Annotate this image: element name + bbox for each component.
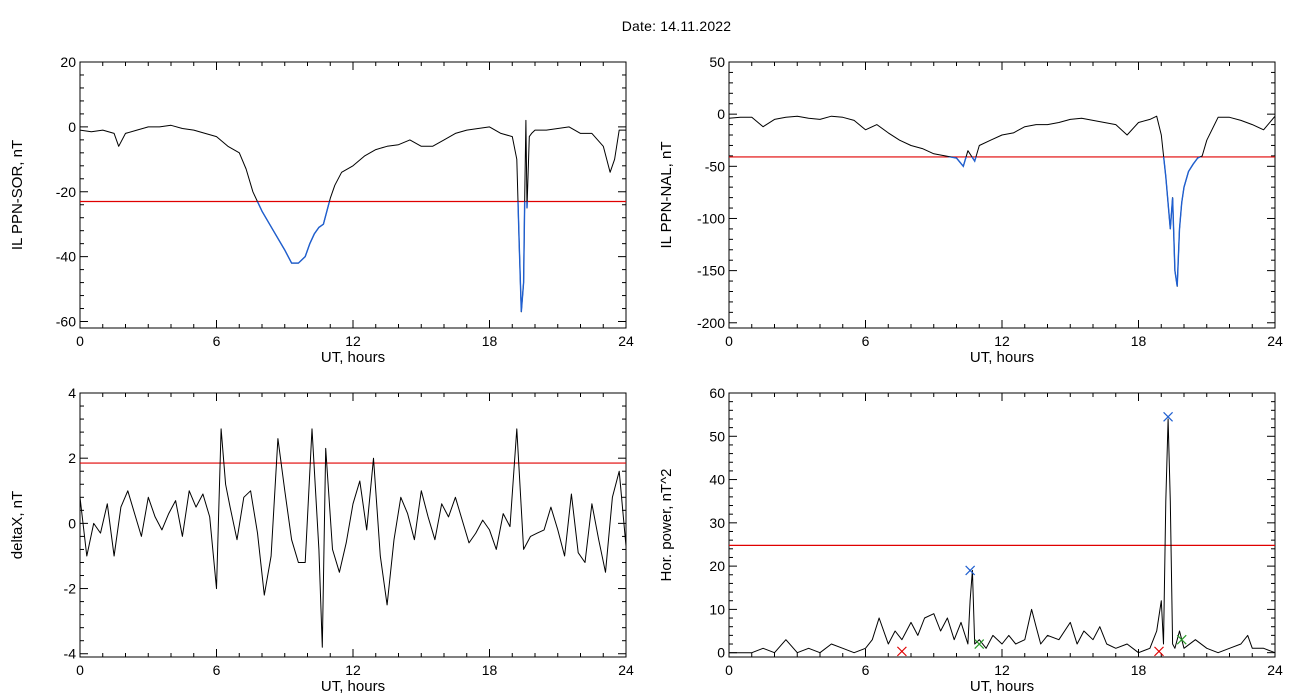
peak-marker — [1163, 411, 1173, 422]
y-tick-label: -60 — [56, 314, 76, 330]
y-tick-label: 4 — [68, 385, 76, 401]
y-tick-label: -50 — [705, 158, 725, 174]
y-tick-label: -2 — [64, 581, 77, 597]
x-axis-label: UT, hours — [970, 349, 1034, 366]
y-tick-label: 0 — [717, 645, 725, 661]
series-line — [79, 428, 627, 648]
y-tick-label: -20 — [56, 184, 76, 200]
y-axis-label: deltaX, nT — [9, 491, 26, 559]
y-tick-label: -200 — [697, 315, 725, 331]
y-tick-label: 30 — [709, 515, 725, 531]
peak-marker — [896, 646, 907, 657]
y-tick-label: -40 — [56, 249, 76, 265]
x-tick-label: 18 — [482, 662, 498, 678]
chart-panel-2: 0 6 12 18 24 -200 -150 -100 -50 0 50 UT, hours IL PP… — [658, 54, 1283, 366]
series-line — [79, 119, 626, 313]
y-tick-label: 2 — [68, 450, 76, 466]
series-line — [728, 115, 1276, 287]
series-line-below-threshold — [256, 201, 528, 312]
plot-frame — [728, 61, 1276, 329]
x-tick-label: 18 — [1131, 662, 1147, 678]
peak-marker — [974, 639, 985, 649]
plot-frame — [79, 392, 627, 658]
y-tick-label: 50 — [709, 54, 725, 70]
y-tick-label: 20 — [709, 558, 725, 574]
y-tick-label: 0 — [717, 106, 725, 122]
y-tick-label: 60 — [709, 385, 725, 401]
date-header: Date: 14.11.2022 — [621, 18, 732, 34]
y-tick-label: 50 — [709, 428, 725, 444]
x-tick-label: 0 — [725, 662, 733, 678]
series-line — [729, 418, 1276, 654]
x-axis-label: UT, hours — [321, 349, 385, 366]
chart-panel-1: 0 6 12 18 24 -60 -40 -20 0 20 UT, hours IL PPN-SOR,… — [9, 54, 634, 366]
x-tick-label: 18 — [1131, 333, 1147, 349]
y-axis-label: IL PPN-NAL, nT — [658, 142, 675, 249]
plot-frame — [728, 392, 1276, 658]
x-tick-label: 24 — [1267, 333, 1283, 349]
x-tick-label: 12 — [994, 662, 1010, 678]
x-tick-label: 24 — [1267, 662, 1283, 678]
x-tick-label: 12 — [345, 333, 361, 349]
y-tick-label: 0 — [68, 119, 76, 135]
y-tick-label: 20 — [60, 54, 76, 70]
y-tick-label: -4 — [64, 646, 77, 662]
x-tick-label: 6 — [213, 333, 221, 349]
x-axis-label: UT, hours — [321, 678, 385, 695]
x-tick-label: 24 — [618, 333, 634, 349]
peak-marker — [1154, 646, 1164, 657]
x-tick-label: 24 — [618, 662, 634, 678]
x-tick-label: 0 — [725, 333, 733, 349]
x-axis-label: UT, hours — [970, 678, 1034, 695]
y-axis-label: Hor. power, nT^2 — [658, 469, 675, 582]
x-tick-label: 0 — [76, 333, 84, 349]
y-tick-label: 40 — [709, 472, 725, 488]
x-tick-label: 12 — [994, 333, 1010, 349]
y-tick-label: 0 — [68, 515, 76, 531]
x-tick-label: 18 — [482, 333, 498, 349]
x-tick-label: 6 — [862, 333, 870, 349]
y-axis-label: IL PPN-SOR, nT — [9, 140, 26, 250]
y-tick-label: 10 — [709, 601, 725, 617]
x-tick-label: 6 — [213, 662, 221, 678]
x-tick-label: 6 — [862, 662, 870, 678]
peak-marker — [1176, 634, 1187, 645]
x-tick-label: 12 — [345, 662, 361, 678]
peak-marker — [965, 565, 976, 576]
y-tick-label: -100 — [697, 210, 725, 226]
x-tick-label: 0 — [76, 662, 84, 678]
y-tick-label: -150 — [697, 263, 725, 279]
series-line-below-threshold — [946, 156, 1202, 287]
chart-panel-4: 0 6 12 18 24 0 10 20 30 40 50 60 UT, hours Hor. power… — [658, 385, 1283, 695]
plot-frame — [79, 61, 627, 329]
